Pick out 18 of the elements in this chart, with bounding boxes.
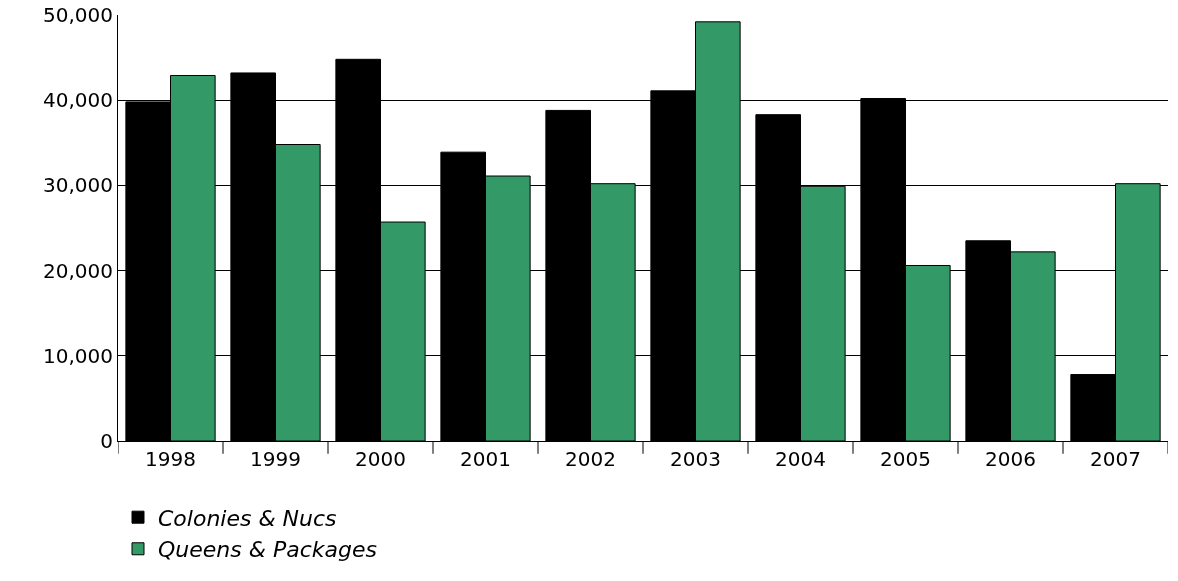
- legend-label: Colonies & Nucs: [158, 505, 337, 531]
- x-tick-label: 2004: [775, 447, 826, 471]
- x-tick-label: 2002: [565, 447, 616, 471]
- x-tick-label: 2007: [1090, 447, 1141, 471]
- y-tick-label: 50,000: [43, 3, 113, 27]
- x-tick-label: 2003: [670, 447, 721, 471]
- x-tick-label: 2005: [880, 447, 931, 471]
- x-tick-label: 2001: [460, 447, 511, 471]
- x-tick-label: 1999: [250, 447, 301, 471]
- legend-label: Queens & Packages: [158, 537, 377, 563]
- y-tick-label: 20,000: [43, 258, 113, 283]
- x-tick-label: 2006: [985, 447, 1036, 471]
- x-tick-label: 2000: [355, 447, 406, 471]
- y-tick-label: 30,000: [43, 173, 113, 198]
- y-tick-label: 40,000: [43, 88, 113, 113]
- y-tick-label: 10,000: [43, 343, 113, 368]
- x-tick-label: 1998: [145, 447, 196, 471]
- y-tick-label: 0: [100, 429, 113, 453]
